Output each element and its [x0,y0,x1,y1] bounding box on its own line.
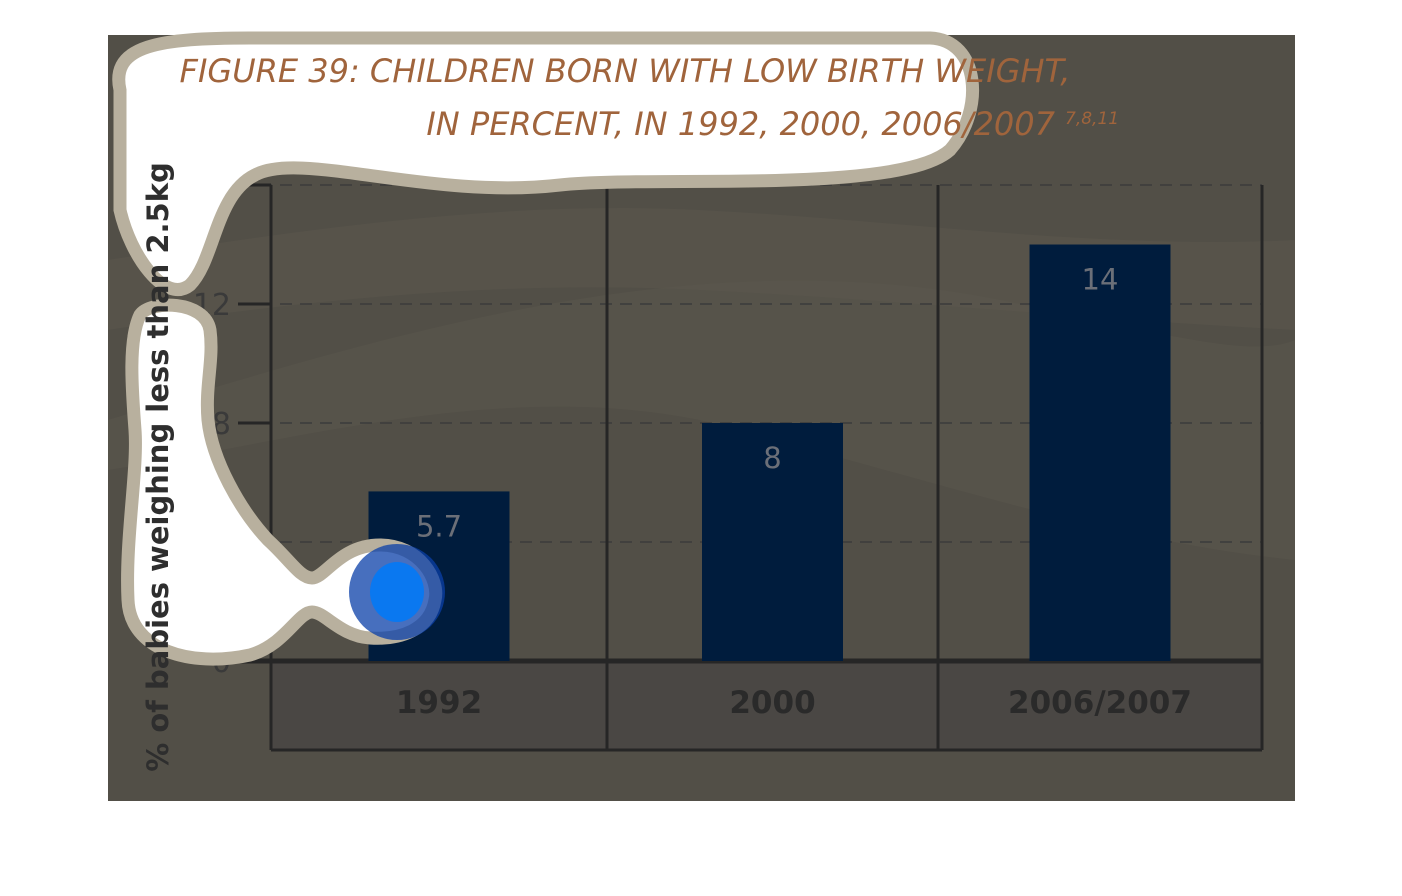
figure-title-line2: IN PERCENT, IN 1992, 2000, 2006/2007 [426,105,1055,143]
category-label-2006/2007: 2006/2007 [1008,685,1192,721]
data-label-2000: 8 [763,441,781,475]
x-axis-categories: 1992 2000 2006/2007 [396,685,1192,721]
data-label-2006/2007: 14 [1082,263,1119,297]
title-blob-shape [112,31,980,296]
bar-2006/2007 [1029,244,1171,661]
category-band [271,661,1262,750]
figure-title-line1: FIGURE 39: CHILDREN BORN WITH LOW BIRTH … [180,52,1071,90]
highlight-marker-dot [370,562,424,622]
background-wave-shape [108,280,1295,560]
background-wave-shape [108,208,1295,330]
category-label-2000: 2000 [729,685,815,721]
category-label-1992: 1992 [396,685,482,721]
figure-title-superscript: 7,8,11 [1065,109,1119,129]
data-label-1992: 5.7 [416,509,462,543]
bar-2000 [702,423,843,661]
y-axis-label: % of babies weighing less than 2.5kg [141,162,175,772]
